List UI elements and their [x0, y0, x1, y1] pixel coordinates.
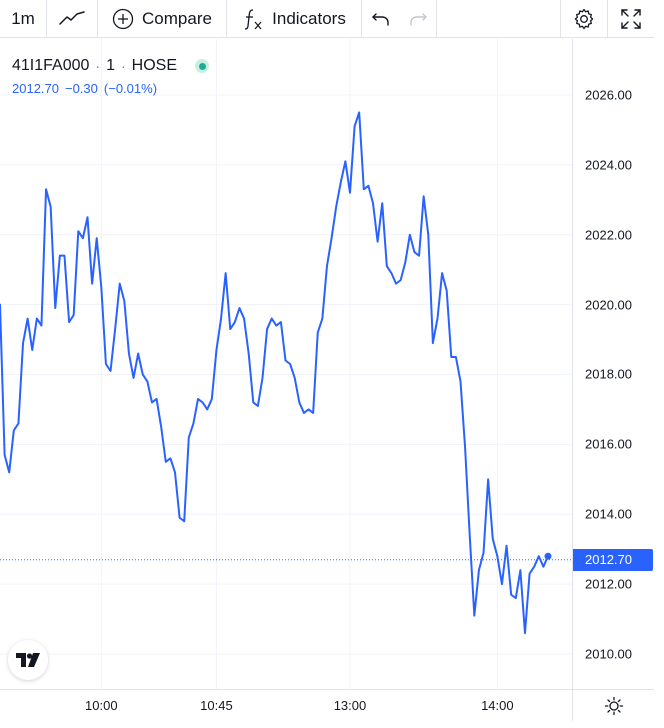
redo-icon	[410, 12, 427, 26]
line-chart-icon	[59, 10, 85, 25]
plus-circle-icon	[112, 8, 134, 29]
price-axis[interactable]: 2010.00 2012.00 2014.00 2016.00 2018.00 2020.…	[572, 39, 654, 689]
price-tick-label: 2024.00	[585, 157, 632, 173]
price-tick-label: 2018.00	[585, 366, 632, 382]
symbol-name[interactable]: 41I1FA000	[12, 57, 90, 74]
time-tick-label: 13:00	[333, 698, 367, 713]
time-axis[interactable]: 10:00 10:45 13:00 14:00	[0, 689, 572, 721]
fullscreen-button[interactable]	[608, 0, 654, 37]
indicators-label: Indicators	[272, 8, 346, 28]
toolbar-divider	[560, 0, 561, 37]
undo-button[interactable]	[362, 0, 400, 37]
legend-separator: ·	[95, 58, 101, 74]
chart-legend: 41I1FA000 · 1 · HOSE 2012.70 −0.30 (−0.0…	[12, 57, 209, 96]
price-tick-label: 2012.00	[585, 576, 632, 592]
interval-value: 1	[106, 57, 115, 74]
gear-icon	[574, 8, 594, 29]
last-price-value: 2012.70	[12, 81, 59, 96]
interval-button[interactable]: 1m	[0, 0, 46, 37]
price-tick-label: 2010.00	[585, 646, 632, 662]
time-tick-label: 10:00	[85, 698, 118, 713]
toolbar-divider	[97, 0, 98, 37]
price-change: −0.30	[65, 81, 98, 96]
market-status-dot-icon[interactable]	[195, 59, 209, 73]
current-price-tag: 2012.70	[573, 548, 653, 571]
settings-button[interactable]	[561, 0, 607, 37]
tradingview-logo-icon	[16, 653, 40, 667]
toolbar-divider	[226, 0, 227, 37]
time-tick-label: 14:00	[481, 698, 514, 713]
price-tick-label: 2014.00	[585, 506, 632, 522]
price-tick-label: 2020.00	[585, 297, 632, 313]
toolbar-divider	[607, 0, 608, 37]
toolbar-divider	[46, 0, 47, 37]
compare-button[interactable]: Compare	[98, 0, 226, 37]
time-tick-label: 10:45	[200, 698, 233, 713]
fullscreen-icon	[621, 8, 641, 29]
indicators-button[interactable]: Indicators	[227, 0, 361, 37]
price-chart[interactable]	[0, 39, 572, 689]
toolbar-divider	[436, 0, 437, 37]
price-tick-label: 2026.00	[585, 87, 632, 103]
chart-type-button[interactable]	[47, 0, 97, 37]
legend-separator: ·	[120, 58, 126, 74]
price-line-series	[0, 111, 549, 635]
price-change-percent: (−0.01%)	[103, 81, 158, 96]
interval-label: 1m	[11, 8, 35, 28]
compare-label: Compare	[142, 8, 212, 28]
undo-icon	[372, 12, 389, 26]
last-price-point	[544, 552, 552, 560]
chart-pane[interactable]	[0, 39, 572, 689]
top-toolbar: 1m Compare Indicators	[0, 0, 654, 38]
price-tick-label: 2022.00	[585, 227, 632, 243]
sun-settings-icon	[604, 696, 623, 715]
price-tick-label: 2016.00	[585, 436, 632, 452]
axis-settings-button[interactable]	[572, 689, 654, 721]
toolbar-divider	[361, 0, 362, 37]
toolbar-spacer	[437, 0, 560, 37]
tradingview-logo[interactable]	[8, 640, 48, 680]
redo-button[interactable]	[400, 0, 436, 37]
exchange-name: HOSE	[131, 57, 177, 74]
function-fx-icon	[245, 8, 262, 30]
